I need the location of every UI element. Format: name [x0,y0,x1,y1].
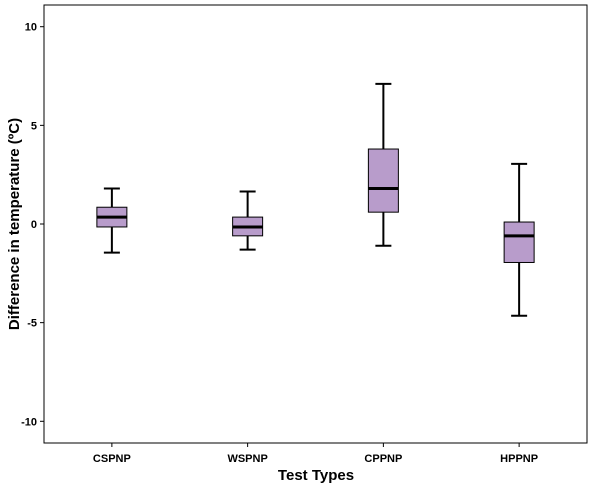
box-wspnp [232,190,264,251]
y-tick-label: 10 [25,22,37,34]
plot-frame [43,4,588,444]
y-tick-label: 0 [31,219,37,231]
iqr-box [367,148,399,213]
box-cppnp [367,82,399,247]
x-axis-ticks: CSPNP WSPNP CPPNP HPPNP [93,443,538,465]
box-hppnp [503,162,535,317]
y-tick-label: -5 [27,318,37,330]
y-axis-ticks: 10 5 0 -5 -10 [21,22,44,428]
x-tick-label: HPPNP [500,453,538,465]
x-tick-label: WSPNP [227,453,267,465]
y-axis-title: Difference in temperature (ºC) [6,118,23,330]
iqr-box [503,221,535,263]
x-axis-title: Test Types [278,467,354,484]
box-cspnp [96,187,128,254]
x-tick-label: CPPNP [364,453,402,465]
box-series [96,82,535,317]
y-tick-label: 5 [31,120,37,132]
y-tick-label: -10 [21,416,37,428]
x-tick-label: CSPNP [93,453,131,465]
